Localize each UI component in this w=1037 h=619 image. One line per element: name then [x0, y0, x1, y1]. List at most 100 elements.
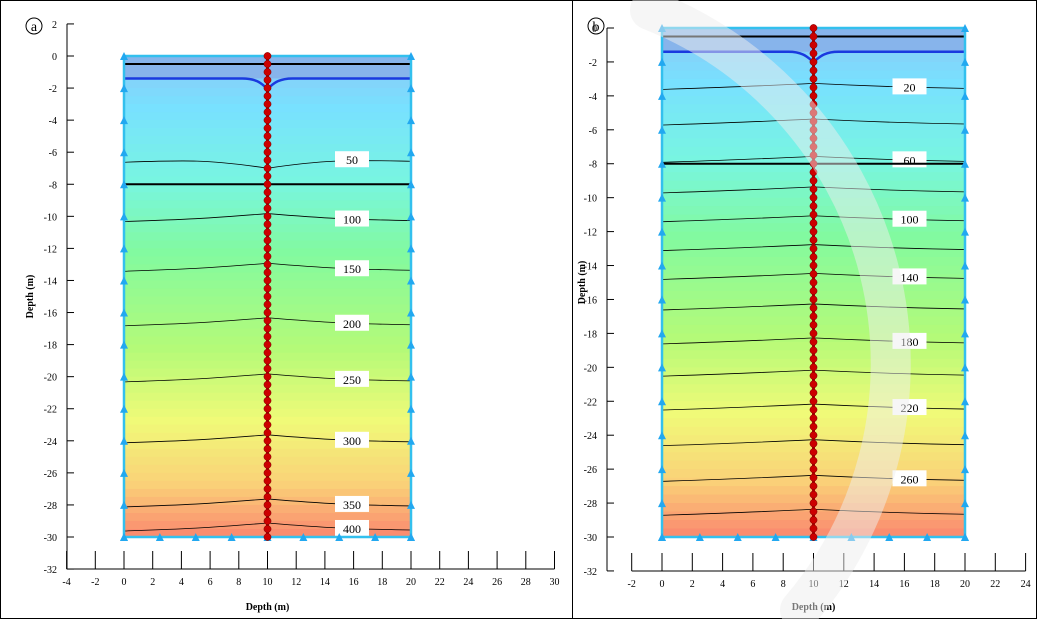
- pile-node: [263, 172, 272, 181]
- pile-node: [809, 312, 818, 321]
- pile-node: [263, 284, 272, 293]
- x-tick-label: 28: [521, 577, 531, 588]
- contour-label-box: [335, 431, 369, 448]
- y-tick-label: -20: [44, 373, 57, 384]
- pile-node: [263, 268, 272, 277]
- y-tick-label: -30: [44, 533, 57, 544]
- boundary-marker: [120, 116, 128, 125]
- pile-node: [809, 329, 818, 338]
- contour-label: 220: [901, 401, 919, 415]
- y-tick-label: -16: [584, 295, 597, 306]
- y-tick-label: -10: [44, 212, 57, 223]
- x-tick-label: 2: [150, 577, 155, 588]
- boundary-marker: [120, 500, 128, 509]
- y-axis-label: Depth (m): [25, 275, 36, 319]
- chart-a-svg: a5010015020025030035040020-2-4-6-8-10-12…: [25, 17, 560, 613]
- pile-node: [809, 159, 818, 168]
- boundary-marker: [371, 533, 380, 541]
- boundary-marker: [120, 404, 128, 413]
- pile-node: [263, 76, 272, 84]
- boundary-marker: [407, 116, 415, 125]
- y-tick-label: -18: [44, 341, 57, 352]
- pile-node: [809, 151, 818, 160]
- y-tick-label: -10: [584, 194, 597, 205]
- boundary-marker: [961, 57, 969, 66]
- pile-node: [263, 148, 272, 157]
- pile-node: [809, 465, 818, 473]
- pile-node: [809, 524, 818, 533]
- contour-label: 100: [901, 213, 919, 227]
- pile-node: [809, 49, 818, 58]
- pile-node: [263, 188, 272, 197]
- pile-node: [263, 412, 272, 421]
- x-tick-label: 18: [377, 577, 387, 588]
- contour-label: 400: [343, 522, 361, 536]
- pile-node: [809, 227, 818, 236]
- boundary-marker: [191, 533, 200, 541]
- pile-node: [809, 142, 818, 151]
- pile-node: [263, 84, 272, 92]
- contour-label-group: 140: [892, 268, 927, 285]
- pile-node: [263, 276, 272, 285]
- panel-label: b: [593, 20, 600, 35]
- pile-node: [263, 501, 272, 509]
- y-tick-label: -32: [44, 565, 57, 576]
- pile-node: [809, 278, 818, 287]
- y-tick-label: 0: [592, 24, 597, 35]
- pile-node: [809, 321, 818, 329]
- contour-label-group: 60: [892, 151, 927, 168]
- pile-node: [263, 380, 272, 389]
- pile-node: [809, 270, 818, 278]
- pile-node: [263, 356, 272, 365]
- boundary-marker: [961, 159, 969, 168]
- boundary-marker: [407, 533, 415, 541]
- pile-node: [809, 405, 818, 414]
- x-tick-label: 14: [869, 579, 879, 590]
- boundary-marker: [120, 84, 128, 93]
- x-tick-label: 12: [291, 577, 301, 588]
- pile-node: [263, 436, 272, 445]
- pile-node: [263, 180, 272, 189]
- boundary-marker: [120, 372, 128, 381]
- pile-node: [809, 219, 818, 227]
- contour-label: 50: [346, 153, 358, 167]
- y-tick-label: -4: [49, 116, 57, 127]
- contour-label-group: 200: [335, 314, 369, 331]
- boundary-marker: [120, 244, 128, 253]
- pile-node: [263, 444, 272, 453]
- pile-node: [263, 509, 272, 517]
- x-tick-label: 20: [960, 579, 970, 590]
- pile-node: [809, 287, 818, 295]
- contour-label: 180: [901, 335, 919, 349]
- pile-node: [809, 507, 818, 516]
- pile-node: [809, 516, 818, 524]
- y-tick-label: -14: [584, 262, 597, 273]
- y-tick-label: -20: [584, 363, 597, 374]
- pile-node: [809, 24, 818, 32]
- pile-node: [809, 304, 818, 312]
- contour-label-group: 400: [335, 519, 369, 536]
- contour-label-group: 250: [335, 370, 369, 387]
- pile-node: [809, 295, 818, 304]
- pile-node: [809, 473, 818, 482]
- boundary-marker: [923, 533, 932, 541]
- pile-node: [263, 204, 272, 213]
- pile-node: [809, 185, 818, 194]
- pile-node: [263, 364, 272, 373]
- pile-node: [809, 380, 818, 389]
- contour-label: 300: [343, 434, 361, 448]
- pile-node: [809, 92, 818, 100]
- x-axis-label: Depth (m): [246, 602, 290, 613]
- pile-node: [809, 41, 818, 49]
- pile-node: [263, 68, 272, 76]
- pile-node: [809, 422, 818, 431]
- contour-label-box: [335, 260, 369, 277]
- boundary-marker: [120, 340, 128, 349]
- contour-label-group: 150: [335, 260, 369, 277]
- boundary-marker: [961, 363, 969, 372]
- contour-label-box: [335, 210, 369, 227]
- x-tick-label: 6: [208, 577, 213, 588]
- contour-label-group: 260: [892, 470, 927, 487]
- y-tick-label: -12: [584, 228, 597, 239]
